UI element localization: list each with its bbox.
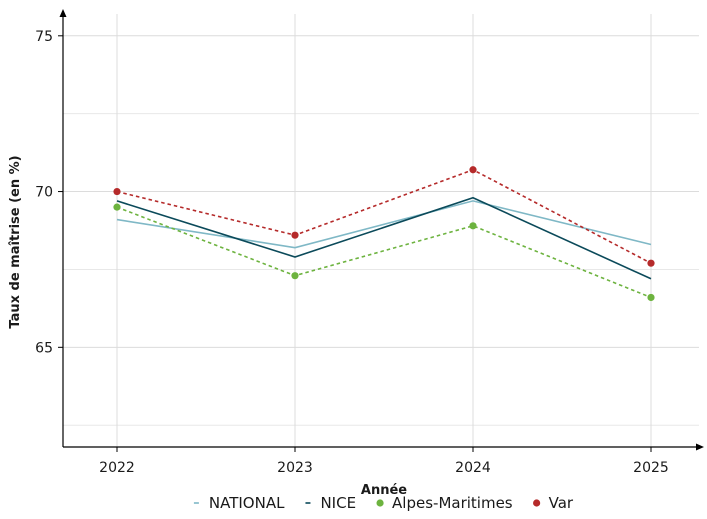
- series-line-nice: [116, 196, 652, 280]
- y-tick-label: 75: [35, 29, 53, 45]
- legend-label-var: Var: [549, 494, 574, 512]
- x-axis-title: Année: [361, 483, 407, 498]
- legend-label-nice: NICE: [320, 494, 356, 512]
- y-tick-label: 70: [35, 185, 53, 201]
- data-point-var: [647, 259, 655, 267]
- x-tick-label: 2024: [455, 460, 491, 476]
- data-point-alpes-maritimes: [113, 203, 121, 211]
- legend: NATIONAL NICE Alpes-Maritimes Var: [193, 494, 574, 512]
- legend-label-national: NATIONAL: [209, 494, 285, 512]
- data-point-var: [469, 166, 477, 174]
- axes: [59, 9, 704, 451]
- x-tick-label: 2022: [99, 460, 135, 476]
- x-axis-arrow: [696, 443, 704, 451]
- data-point-var: [291, 231, 299, 239]
- grid: [63, 14, 699, 447]
- legend-key-alpes-maritimes: [376, 499, 384, 507]
- data-point-alpes-maritimes: [469, 222, 477, 230]
- data-point-var: [113, 187, 121, 196]
- y-tick-label: 65: [35, 340, 53, 356]
- series: [113, 166, 655, 302]
- legend-key-var: [533, 499, 541, 507]
- series-line-national: [116, 200, 652, 249]
- y-axis-title: Taux de maîtrise (en %): [8, 155, 23, 328]
- x-tick-label: 2023: [277, 460, 313, 476]
- data-point-alpes-maritimes: [647, 293, 655, 302]
- x-tick-label: 2025: [633, 460, 669, 476]
- y-axis-arrow: [59, 9, 67, 17]
- tick-labels: 65 70 75 2022 2023 2024 2025: [35, 29, 669, 476]
- series-line-var: [116, 168, 652, 264]
- data-point-alpes-maritimes: [291, 272, 299, 280]
- legend-label-alpes-maritimes: Alpes-Maritimes: [392, 494, 513, 512]
